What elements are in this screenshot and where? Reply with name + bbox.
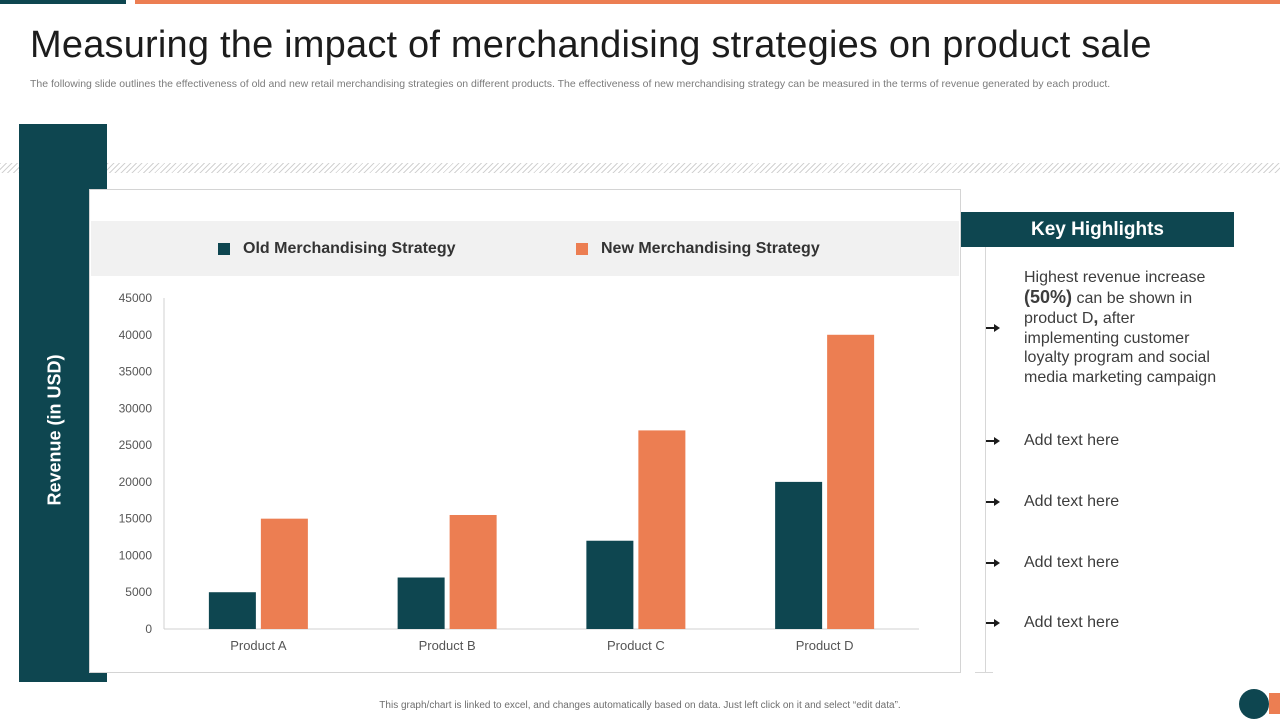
arrow-right-icon: [986, 437, 1000, 445]
x-tick-label: Product B: [419, 638, 476, 653]
y-tick-label: 45000: [119, 291, 153, 305]
highlight-1-after: after implementing customer loyalty prog…: [1024, 310, 1217, 386]
slide-subtitle: The following slide outlines the effecti…: [30, 78, 1111, 90]
legend-label-old: Old Merchandising Strategy: [243, 240, 456, 257]
y-tick-label: 25000: [119, 438, 153, 452]
legend-swatch-old: [218, 243, 230, 255]
bar-new-product-c[interactable]: [638, 430, 686, 629]
highlight-text-4: Add text here: [1024, 554, 1120, 571]
highlight-1-percent: (50%): [1024, 286, 1073, 307]
highlight-text-5: Add text here: [1024, 614, 1120, 631]
bar-new-product-a[interactable]: [260, 518, 308, 629]
highlights-divider-line: [985, 247, 986, 673]
y-tick-label: 0: [145, 622, 152, 636]
highlight-text-3: Add text here: [1024, 493, 1120, 510]
bar-old-product-a[interactable]: [208, 592, 256, 629]
corner-square-decoration: [1269, 693, 1280, 714]
key-highlights-header: Key Highlights: [961, 212, 1234, 247]
bar-new-product-d[interactable]: [827, 334, 875, 629]
highlight-text-2: Add text here: [1024, 432, 1120, 449]
arrow-right-icon: [986, 619, 1000, 627]
x-tick-label: Product C: [607, 638, 665, 653]
highlight-text-1: Highest revenue increase (50%) can be sh…: [1024, 268, 1224, 387]
y-tick-label: 40000: [119, 328, 153, 342]
y-axis-label: Revenue (in USD): [44, 354, 65, 506]
highlight-1-comma: ,: [1093, 307, 1099, 327]
legend-label-new: New Merchandising Strategy: [601, 240, 820, 257]
bar-old-product-d[interactable]: [775, 481, 823, 629]
y-tick-label: 5000: [125, 585, 152, 599]
arrow-right-icon: [986, 498, 1000, 506]
hatched-divider: [0, 163, 1280, 173]
y-tick-label: 10000: [119, 548, 153, 562]
y-tick-label: 15000: [119, 512, 153, 526]
y-tick-label: 20000: [119, 475, 153, 489]
top-accent-bar-dark: [0, 0, 126, 4]
chart-legend: Old Merchandising Strategy New Merchandi…: [91, 221, 959, 276]
arrow-right-icon: [986, 559, 1000, 567]
x-tick-label: Product A: [230, 638, 287, 653]
legend-swatch-new: [576, 243, 588, 255]
y-tick-label: 35000: [119, 365, 153, 379]
bar-chart[interactable]: 0 5000 10000 15000 20000 25000 30000 35000 40000…: [90, 190, 962, 674]
legend-item-old[interactable]: Old Merchandising Strategy: [218, 240, 455, 258]
arrow-right-icon: [986, 324, 1000, 332]
y-tick-label: 30000: [119, 401, 153, 415]
top-accent-bar-orange: [135, 0, 1280, 4]
slide-title: Measuring the impact of merchandising st…: [30, 24, 1152, 66]
footer-note: This graph/chart is linked to excel, and…: [379, 700, 901, 711]
bar-new-product-b[interactable]: [449, 514, 497, 629]
highlight-1-before: Highest revenue increase: [1024, 269, 1206, 286]
bar-old-product-b[interactable]: [397, 577, 445, 629]
bar-old-product-c[interactable]: [586, 540, 634, 629]
chart-panel[interactable]: Old Merchandising Strategy New Merchandi…: [89, 189, 961, 673]
corner-circle-decoration: [1239, 689, 1269, 719]
x-tick-label: Product D: [796, 638, 854, 653]
highlight-1-middle: can be shown in product D: [1024, 289, 1193, 328]
legend-item-new[interactable]: New Merchandising Strategy: [576, 240, 820, 258]
highlights-bottom-tick: [975, 672, 993, 673]
